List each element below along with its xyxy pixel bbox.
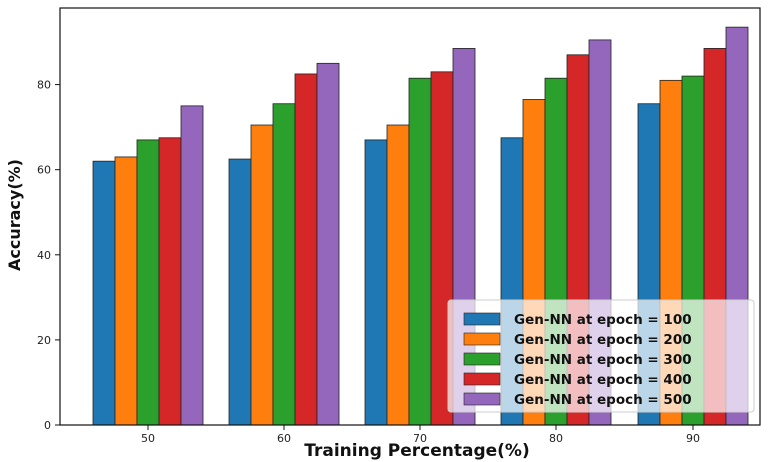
bar-60-series-3: [272, 103, 296, 426]
legend-swatch-1: [463, 312, 501, 326]
y-tick-label-80: 80: [37, 79, 51, 92]
x-tick-label-50: 50: [141, 432, 155, 445]
bar-50-series-5: [180, 105, 204, 426]
legend-swatch-4: [463, 372, 501, 386]
x-tick-label-90: 90: [686, 432, 700, 445]
legend: Gen-NN at epoch = 100 Gen-NN at epoch = 2…: [447, 299, 755, 413]
x-axis-label: Training Percentage(%): [304, 441, 529, 461]
legend-swatch-5: [463, 392, 501, 406]
legend-label-3: Gen-NN at epoch = 300: [514, 352, 692, 368]
axes-layer: 0 20 40 60 80 50 60 70 80 90: [37, 7, 761, 445]
x-tick-label-80: 80: [549, 432, 563, 445]
y-tick-label-40: 40: [37, 249, 51, 262]
x-tick-label-60: 60: [277, 432, 291, 445]
bar-70-series-2: [386, 124, 410, 426]
bar-60-series-4: [294, 73, 318, 426]
legend-label-4: Gen-NN at epoch = 400: [514, 372, 692, 388]
bar-70-series-3: [408, 77, 432, 426]
legend-swatch-2: [463, 332, 501, 346]
y-tick-label-60: 60: [37, 164, 51, 177]
bar-50-series-4: [158, 137, 182, 426]
legend-label-2: Gen-NN at epoch = 200: [514, 332, 692, 348]
legend-box: [447, 299, 755, 413]
legend-label-1: Gen-NN at epoch = 100: [514, 312, 692, 328]
legend-label-5: Gen-NN at epoch = 500: [514, 392, 692, 408]
bar-60-series-1: [228, 158, 252, 426]
plot-frame: [59, 7, 761, 426]
bar-50-series-3: [136, 139, 160, 426]
bar-50-series-1: [92, 160, 116, 426]
bar-50-series-2: [114, 156, 138, 426]
legend-swatch-3: [463, 352, 501, 366]
x-tick-label-70: 70: [413, 432, 427, 445]
bar-70-series-1: [364, 139, 388, 426]
y-tick-label-20: 20: [37, 334, 51, 347]
bar-60-series-2: [250, 124, 274, 426]
y-tick-label-0: 0: [44, 419, 51, 432]
bar-60-series-5: [316, 62, 340, 426]
y-axis-label: Accuracy(%): [5, 159, 24, 271]
